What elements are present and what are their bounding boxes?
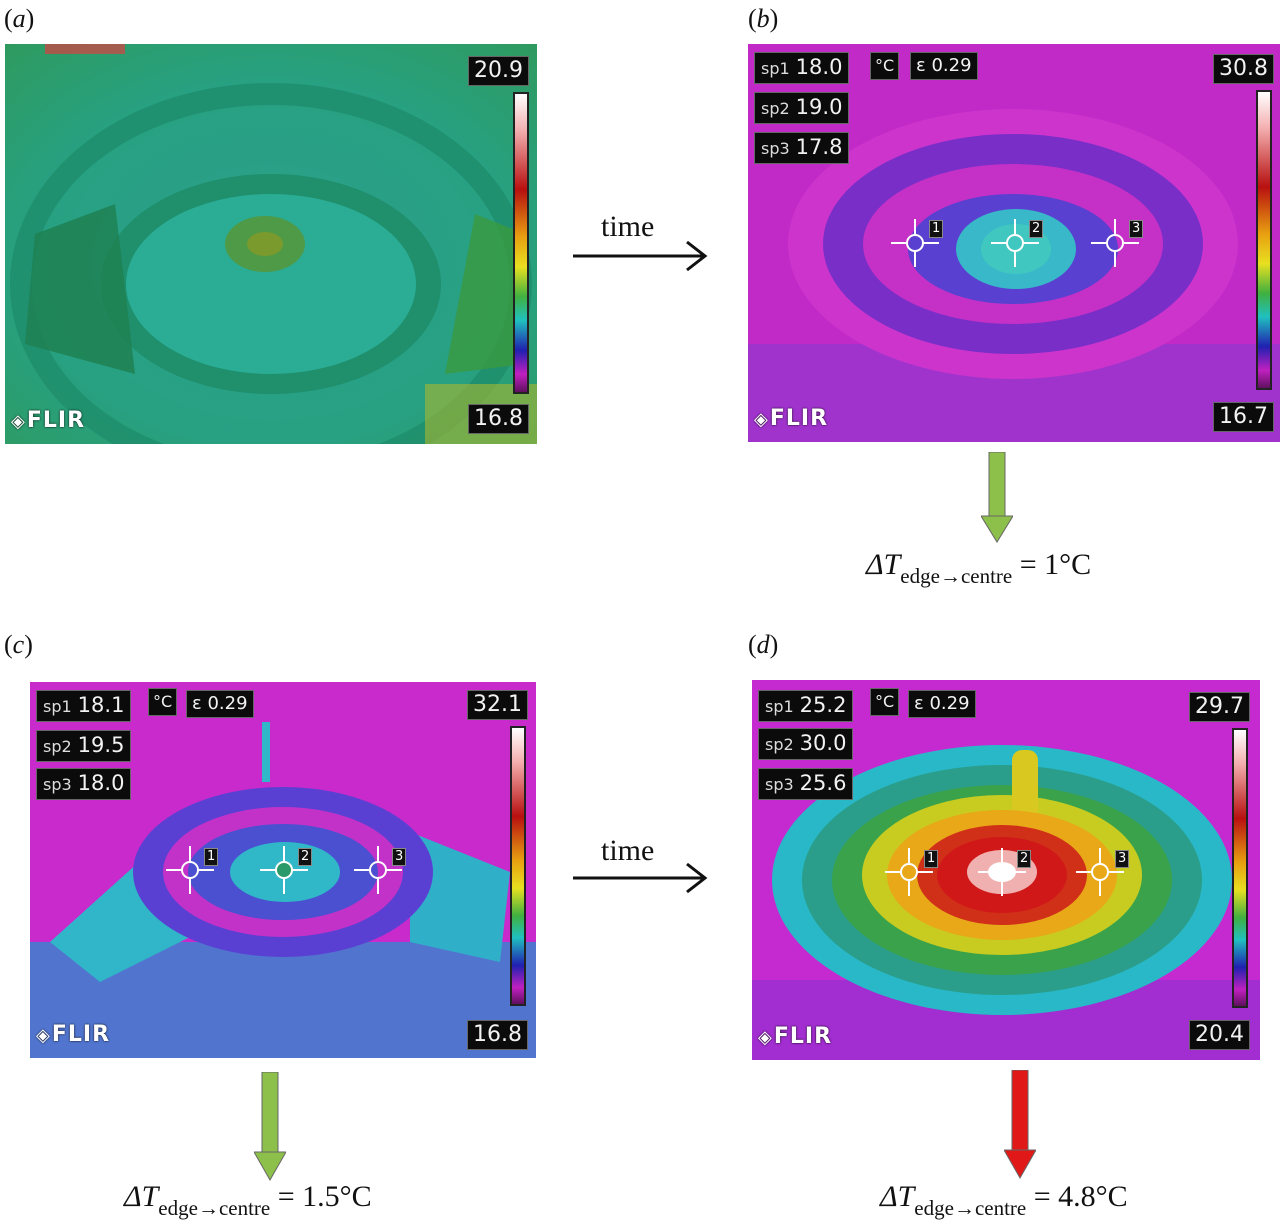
unit-box-b: °C xyxy=(870,52,900,80)
crosshair-icon-3-c xyxy=(354,846,402,894)
result-arrow-d xyxy=(1004,1070,1036,1180)
thermal-field-b xyxy=(748,44,1280,442)
marker-label-1-d: 1 xyxy=(924,850,939,868)
result-arrow-c xyxy=(254,1072,286,1182)
spot-readout-2-d: sp2 30.0 xyxy=(758,728,854,760)
crosshair-icon-2-b xyxy=(991,219,1039,267)
spot-readout-1-b: sp1 18.0 xyxy=(754,52,850,84)
marker-label-2-c: 2 xyxy=(298,848,313,866)
spot-readout-3-d: sp3 25.6 xyxy=(758,768,854,800)
marker-label-3-c: 3 xyxy=(392,848,407,866)
thermal-image-d: sp1 25.2 °C ε 0.29 sp2 30.0 sp3 25.6 29.7 2… xyxy=(752,680,1260,1060)
panel-label-a: (a) xyxy=(4,4,35,33)
crosshair-icon-1-c xyxy=(166,846,214,894)
time-arrow-top xyxy=(573,240,708,272)
marker-label-3-d: 3 xyxy=(1115,850,1130,868)
delta-t-equation-b: ΔTedge→centre = 1°C xyxy=(866,548,1092,588)
marker-label-3-b: 3 xyxy=(1129,220,1144,238)
flir-diamond-icon: ◈ xyxy=(36,1025,51,1046)
thermal-image-a: 20.9 16.8 ◈FLIR xyxy=(5,44,537,444)
flir-logo-d: ◈FLIR xyxy=(758,1024,833,1049)
time-label-top: time xyxy=(601,210,655,243)
panel-label-d: (d) xyxy=(748,630,779,659)
scale-max-a: 20.9 xyxy=(468,56,529,86)
flir-logo-c: ◈FLIR xyxy=(36,1022,111,1047)
time-label-bottom: time xyxy=(601,834,655,867)
colorbar-b xyxy=(1256,90,1272,390)
time-arrow-bottom xyxy=(573,862,708,894)
scale-max-b: 30.8 xyxy=(1213,54,1274,84)
spot-readout-1-d: sp1 25.2 xyxy=(758,690,854,722)
scale-min-c: 16.8 xyxy=(467,1020,528,1050)
unit-box-c: °C xyxy=(148,688,178,716)
spot-readout-2-b: sp2 19.0 xyxy=(754,92,850,124)
thermal-image-b: sp1 18.0 °C ε 0.29 sp2 19.0 sp3 17.8 30.8 1… xyxy=(748,44,1280,442)
panel-label-b: (b) xyxy=(748,4,779,33)
colorbar-d xyxy=(1232,728,1248,1008)
emissivity-box-d: ε 0.29 xyxy=(908,690,976,718)
flir-diamond-icon: ◈ xyxy=(754,409,769,430)
crosshair-icon-3-d xyxy=(1076,848,1124,896)
spot-readout-3-c: sp3 18.0 xyxy=(36,768,132,800)
panel-label-c: (c) xyxy=(4,630,33,659)
flir-diamond-icon: ◈ xyxy=(11,411,26,432)
thermal-field-a xyxy=(5,44,537,444)
flir-logo-a: ◈FLIR xyxy=(11,408,86,433)
crosshair-icon-2-d xyxy=(978,848,1026,896)
spot-readout-1-c: sp1 18.1 xyxy=(36,690,132,722)
flir-logo-b: ◈FLIR xyxy=(754,406,829,431)
marker-label-1-c: 1 xyxy=(204,848,219,866)
marker-label-2-d: 2 xyxy=(1017,850,1032,868)
unit-box-d: °C xyxy=(870,688,900,716)
scale-min-d: 20.4 xyxy=(1189,1020,1250,1050)
scale-min-a: 16.8 xyxy=(468,404,529,434)
crosshair-icon-2-c xyxy=(260,846,308,894)
colorbar-c xyxy=(510,726,526,1006)
scale-max-d: 29.7 xyxy=(1189,692,1250,722)
crosshair-icon-3-b xyxy=(1091,219,1139,267)
emissivity-box-b: ε 0.29 xyxy=(910,52,978,80)
crosshair-icon-1-b xyxy=(891,219,939,267)
marker-label-1-b: 1 xyxy=(929,220,944,238)
emissivity-box-c: ε 0.29 xyxy=(186,690,254,718)
scale-min-b: 16.7 xyxy=(1213,402,1274,432)
thermal-image-c: sp1 18.1 °C ε 0.29 sp2 19.5 sp3 18.0 32.1 1… xyxy=(30,682,536,1058)
result-arrow-b xyxy=(981,452,1013,543)
spot-readout-2-c: sp2 19.5 xyxy=(36,730,132,762)
spot-readout-3-b: sp3 17.8 xyxy=(754,132,850,164)
colorbar-a xyxy=(513,92,529,394)
flir-diamond-icon: ◈ xyxy=(758,1027,773,1048)
delta-t-equation-d: ΔTedge→centre = 4.8°C xyxy=(880,1180,1128,1220)
scale-max-c: 32.1 xyxy=(467,690,528,720)
delta-t-equation-c: ΔTedge→centre = 1.5°C xyxy=(124,1180,372,1220)
marker-label-2-b: 2 xyxy=(1029,220,1044,238)
crosshair-icon-1-d xyxy=(885,848,933,896)
